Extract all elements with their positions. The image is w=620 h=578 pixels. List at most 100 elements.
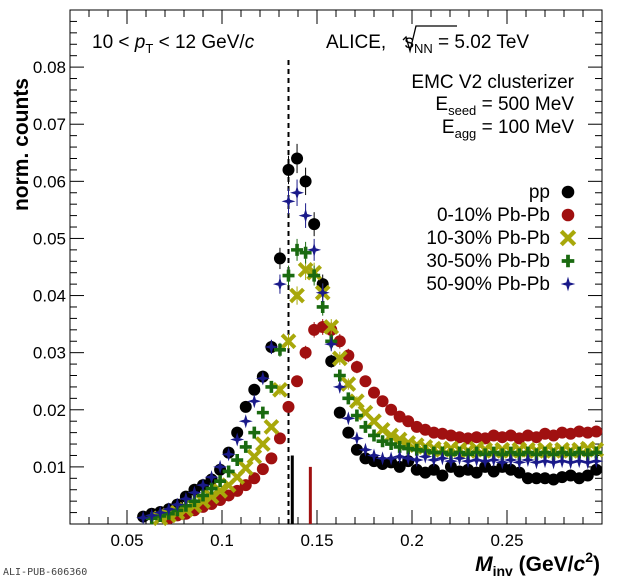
legend-marker xyxy=(561,185,575,199)
data-point xyxy=(530,472,543,485)
y-tick-label: 0.05 xyxy=(33,229,66,248)
x-tick-label: 0.1 xyxy=(210,531,234,550)
data-point xyxy=(350,360,363,373)
x-tick-label: 0.25 xyxy=(490,531,523,550)
data-point xyxy=(555,454,570,469)
data-point xyxy=(503,453,518,468)
y-tick-label: 0.02 xyxy=(33,401,66,420)
data-point xyxy=(342,392,355,405)
data-point xyxy=(402,415,415,428)
data-point xyxy=(255,371,270,386)
data-point xyxy=(358,442,373,457)
legend-marker xyxy=(559,229,577,247)
reference-layer xyxy=(287,60,312,524)
legend-marker xyxy=(561,254,575,268)
data-point xyxy=(291,375,304,388)
data-point xyxy=(307,242,322,257)
data-point xyxy=(529,455,544,470)
data-point xyxy=(136,510,151,525)
data-point xyxy=(205,482,218,495)
data-point xyxy=(282,269,295,282)
y-tick-label: 0.07 xyxy=(33,115,66,134)
data-point xyxy=(248,383,261,396)
data-point xyxy=(401,451,416,466)
data-point xyxy=(239,400,252,413)
data-point xyxy=(289,287,305,304)
data-point xyxy=(247,394,262,409)
legend-label: pp xyxy=(529,182,550,203)
y-tick-label: 0.06 xyxy=(33,172,66,191)
x-tick-label: 0.15 xyxy=(300,531,333,550)
data-point xyxy=(213,459,228,474)
data-point xyxy=(203,488,220,505)
series-1 xyxy=(162,319,603,525)
data-point xyxy=(392,449,407,464)
data-point xyxy=(230,432,245,447)
legend-marker xyxy=(560,276,576,292)
data-point xyxy=(196,478,210,493)
x-tick-label: 0.05 xyxy=(110,531,143,550)
y-tick-label: 0.04 xyxy=(33,287,66,306)
data-point xyxy=(281,194,296,209)
series-3 xyxy=(145,238,603,525)
data-point xyxy=(299,175,312,188)
data-point xyxy=(331,350,348,367)
data-point xyxy=(264,339,279,354)
data-point xyxy=(170,497,185,512)
data-point xyxy=(273,252,286,265)
series-layer xyxy=(136,143,605,527)
series-4 xyxy=(136,179,604,525)
y-tick-label: 0.01 xyxy=(33,458,66,477)
data-point xyxy=(385,438,398,451)
data-point xyxy=(231,454,244,467)
data-point xyxy=(290,185,305,200)
data-point xyxy=(563,455,578,470)
data-point xyxy=(308,269,321,282)
y-tick-label: 0.03 xyxy=(33,344,66,363)
axis-ticks: 0.05 0.1 0.15 0.2 0.25 0.01 0.02 0.03 0.04 0.05 0.… xyxy=(33,10,602,550)
sqrt-sign xyxy=(402,25,457,54)
data-point xyxy=(222,465,235,478)
data-point xyxy=(246,448,263,465)
data-point xyxy=(572,454,587,469)
data-point xyxy=(590,463,603,476)
data-point xyxy=(231,484,244,497)
data-point xyxy=(513,466,526,479)
eagg-label: Eagg = 100 MeV xyxy=(442,117,574,141)
data-point xyxy=(273,343,286,356)
data-point xyxy=(385,403,398,416)
data-point xyxy=(315,285,330,300)
data-point xyxy=(144,508,159,523)
data-point xyxy=(341,411,356,426)
data-point xyxy=(239,440,252,453)
data-point xyxy=(272,277,287,292)
data-point xyxy=(280,333,297,350)
data-point xyxy=(520,453,535,468)
data-point xyxy=(359,420,372,433)
data-point xyxy=(427,463,440,476)
legend-label: 50-90% Pb-Pb xyxy=(426,274,550,295)
data-point xyxy=(349,431,364,446)
y-tick-label: 0.08 xyxy=(33,58,66,77)
data-point xyxy=(486,453,501,468)
data-point xyxy=(359,375,372,388)
alice-annotation: ALICE, sNN = 5.02 TeV xyxy=(326,32,529,56)
data-point xyxy=(291,152,304,165)
data-point xyxy=(590,425,603,438)
data-point xyxy=(298,208,313,223)
data-point xyxy=(461,454,476,469)
data-point xyxy=(238,414,253,429)
data-point xyxy=(273,432,286,445)
data-point xyxy=(221,447,236,462)
data-point xyxy=(153,505,168,520)
data-point xyxy=(265,380,278,393)
data-point xyxy=(308,218,321,231)
legend-label: 0-10% Pb-Pb xyxy=(437,205,550,226)
data-point xyxy=(589,454,604,469)
data-point xyxy=(350,443,363,456)
legend-label: 30-50% Pb-Pb xyxy=(426,251,550,272)
data-point xyxy=(368,386,380,399)
data-point xyxy=(521,472,534,485)
data-point xyxy=(368,429,380,442)
